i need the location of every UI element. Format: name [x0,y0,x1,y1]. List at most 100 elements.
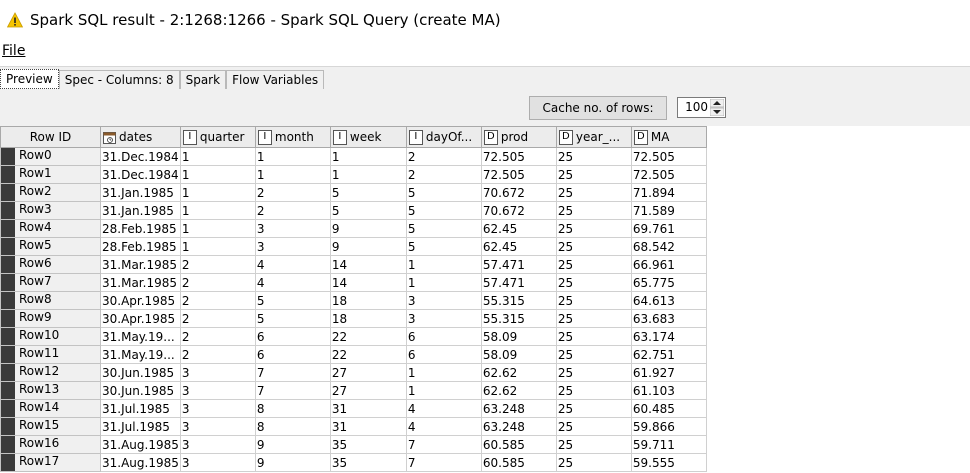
table-cell[interactable]: 22 [329,327,407,346]
tab-preview[interactable]: Preview [0,69,59,89]
table-row[interactable]: Row0 31.Dec.1984 1 1 1 2 72.505 25 72.505 [0,147,707,166]
table-cell[interactable]: 31.Jan.1985 [100,183,181,202]
table-row[interactable]: Row3 31.Jan.1985 1 2 5 5 70.672 25 71.589 [0,201,707,220]
table-cell[interactable]: 1 [254,165,331,184]
table-cell[interactable]: 59.866 [630,417,707,436]
table-cell[interactable]: 25 [555,219,632,238]
table-cell[interactable]: 71.894 [630,183,707,202]
table-row[interactable]: Row12 30.Jun.1985 3 7 27 1 62.62 25 61.927 [0,363,707,382]
table-cell[interactable]: 22 [329,345,407,364]
table-cell[interactable]: 3 [254,237,331,256]
row-id-cell[interactable]: Row8 [0,291,101,310]
table-cell[interactable]: 71.589 [630,201,707,220]
table-cell[interactable]: 35 [329,435,407,454]
table-cell[interactable]: 2 [254,201,331,220]
table-cell[interactable]: 25 [555,453,632,472]
tab-spec[interactable]: Spec - Columns: 8 [58,70,180,89]
table-cell[interactable]: 25 [555,165,632,184]
table-cell[interactable]: 59.555 [630,453,707,472]
row-id-cell[interactable]: Row10 [0,327,101,346]
table-row[interactable]: Row11 31.May.19... 2 6 22 6 58.09 25 62.751 [0,345,707,364]
table-cell[interactable]: 25 [555,417,632,436]
table-cell[interactable]: 25 [555,381,632,400]
table-cell[interactable]: 1 [254,147,331,166]
table-cell[interactable]: 25 [555,183,632,202]
table-cell[interactable]: 31.Jul.1985 [100,417,181,436]
table-cell[interactable]: 60.585 [480,435,557,454]
tab-spark[interactable]: Spark [179,70,227,89]
table-row[interactable]: Row8 30.Apr.1985 2 5 18 3 55.315 25 64.613 [0,291,707,310]
table-cell[interactable]: 9 [254,435,331,454]
table-cell[interactable]: 63.174 [630,327,707,346]
table-cell[interactable]: 7 [254,381,331,400]
table-cell[interactable]: 68.542 [630,237,707,256]
table-cell[interactable]: 62.45 [480,219,557,238]
table-cell[interactable]: 1 [179,147,256,166]
table-cell[interactable]: 5 [329,201,407,220]
table-cell[interactable]: 27 [329,363,407,382]
table-cell[interactable]: 31.Dec.1984 [100,147,181,166]
table-cell[interactable]: 61.927 [630,363,707,382]
table-cell[interactable]: 3 [405,309,482,328]
table-cell[interactable]: 4 [405,399,482,418]
table-cell[interactable]: 61.103 [630,381,707,400]
table-cell[interactable]: 18 [329,309,407,328]
table-row[interactable]: Row4 28.Feb.1985 1 3 9 5 62.45 25 69.761 [0,219,707,238]
row-id-cell[interactable]: Row13 [0,381,101,400]
table-cell[interactable]: 18 [329,291,407,310]
table-cell[interactable]: 30.Jun.1985 [100,381,181,400]
table-cell[interactable]: 1 [405,363,482,382]
row-id-cell[interactable]: Row9 [0,309,101,328]
table-cell[interactable]: 2 [405,147,482,166]
table-cell[interactable]: 59.711 [630,435,707,454]
table-row[interactable]: Row2 31.Jan.1985 1 2 5 5 70.672 25 71.894 [0,183,707,202]
table-cell[interactable]: 8 [254,399,331,418]
row-id-cell[interactable]: Row3 [0,201,101,220]
table-row[interactable]: Row14 31.Jul.1985 3 8 31 4 63.248 25 60.485 [0,399,707,418]
table-cell[interactable]: 6 [254,345,331,364]
table-cell[interactable]: 25 [555,363,632,382]
table-cell[interactable]: 6 [254,327,331,346]
table-cell[interactable]: 4 [254,273,331,292]
table-cell[interactable]: 25 [555,273,632,292]
table-cell[interactable]: 60.485 [630,399,707,418]
table-cell[interactable]: 25 [555,327,632,346]
table-cell[interactable]: 25 [555,255,632,274]
table-row[interactable]: Row16 31.Aug.1985 3 9 35 7 60.585 25 59.711 [0,435,707,454]
table-row[interactable]: Row9 30.Apr.1985 2 5 18 3 55.315 25 63.683 [0,309,707,328]
table-cell[interactable]: 1 [179,219,256,238]
table-cell[interactable]: 1 [329,165,407,184]
table-cell[interactable]: 72.505 [480,165,557,184]
table-cell[interactable]: 72.505 [630,165,707,184]
table-cell[interactable]: 3 [179,435,256,454]
table-row[interactable]: Row5 28.Feb.1985 1 3 9 5 62.45 25 68.542 [0,237,707,256]
table-cell[interactable]: 9 [254,453,331,472]
row-id-cell[interactable]: Row4 [0,219,101,238]
table-cell[interactable]: 2 [179,291,256,310]
table-cell[interactable]: 25 [555,309,632,328]
table-cell[interactable]: 72.505 [630,147,707,166]
table-cell[interactable]: 25 [555,345,632,364]
row-id-cell[interactable]: Row0 [0,147,101,166]
column-header[interactable]: D MA [630,126,707,148]
menu-file[interactable]: File [2,43,25,59]
table-cell[interactable]: 8 [254,417,331,436]
table-cell[interactable]: 2 [254,183,331,202]
row-id-cell[interactable]: Row15 [0,417,101,436]
table-cell[interactable]: 31 [329,417,407,436]
table-row[interactable]: Row13 30.Jun.1985 3 7 27 1 62.62 25 61.103 [0,381,707,400]
row-id-cell[interactable]: Row2 [0,183,101,202]
table-cell[interactable]: 25 [555,291,632,310]
table-cell[interactable]: 3 [179,417,256,436]
table-cell[interactable]: 25 [555,399,632,418]
table-cell[interactable]: 5 [405,201,482,220]
table-cell[interactable]: 1 [179,183,256,202]
table-cell[interactable]: 31.Aug.1985 [100,435,181,454]
row-id-cell[interactable]: Row11 [0,345,101,364]
table-cell[interactable]: 1 [179,201,256,220]
table-cell[interactable]: 5 [405,237,482,256]
table-row[interactable]: Row17 31.Aug.1985 3 9 35 7 60.585 25 59.555 [0,453,707,472]
table-cell[interactable]: 1 [179,165,256,184]
